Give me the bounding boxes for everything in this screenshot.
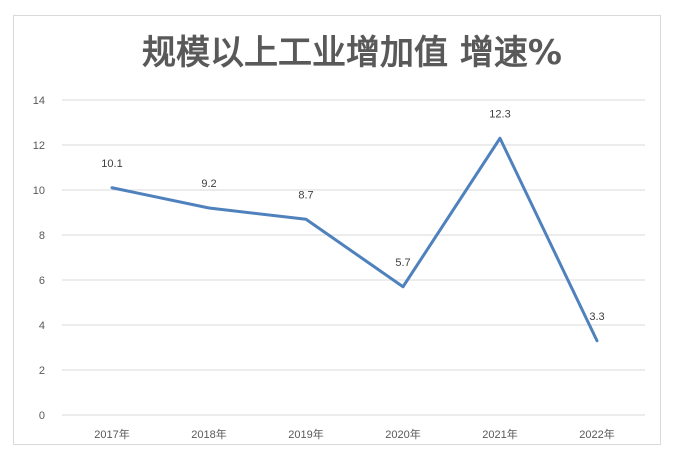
x-tick-label: 2018年 (191, 427, 226, 441)
gridlines (62, 99, 645, 416)
data-label: 3.3 (589, 311, 604, 323)
x-tick-label: 2021年 (482, 427, 517, 441)
y-tick-label: 8 (39, 230, 45, 242)
x-axis-ticks: 2017年 2018年 2019年 2020年 2021年 2022年 (94, 427, 614, 441)
data-labels: 10.1 9.2 8.7 5.7 12.3 3.3 (101, 108, 604, 323)
y-tick-label: 12 (33, 140, 45, 152)
y-tick-label: 14 (33, 95, 45, 107)
data-label: 8.7 (298, 189, 313, 201)
data-label: 10.1 (101, 158, 122, 170)
x-tick-label: 2020年 (385, 427, 420, 441)
x-tick-label: 2017年 (94, 427, 129, 441)
chart-frame (13, 15, 661, 445)
data-label: 12.3 (489, 108, 510, 120)
data-label: 5.7 (395, 257, 410, 269)
x-tick-label: 2022年 (579, 427, 614, 441)
y-axis-ticks: 0 2 4 6 8 10 12 14 (33, 95, 45, 422)
y-tick-label: 2 (39, 365, 45, 377)
y-tick-label: 10 (33, 185, 45, 197)
y-tick-label: 4 (39, 320, 45, 332)
chart-title: 规模以上工业增加值 增速% (142, 33, 562, 73)
y-tick-label: 6 (39, 275, 45, 287)
y-tick-label: 0 (39, 410, 45, 422)
data-label: 9.2 (201, 178, 216, 190)
x-tick-label: 2019年 (288, 427, 323, 441)
series-line (110, 136, 599, 343)
